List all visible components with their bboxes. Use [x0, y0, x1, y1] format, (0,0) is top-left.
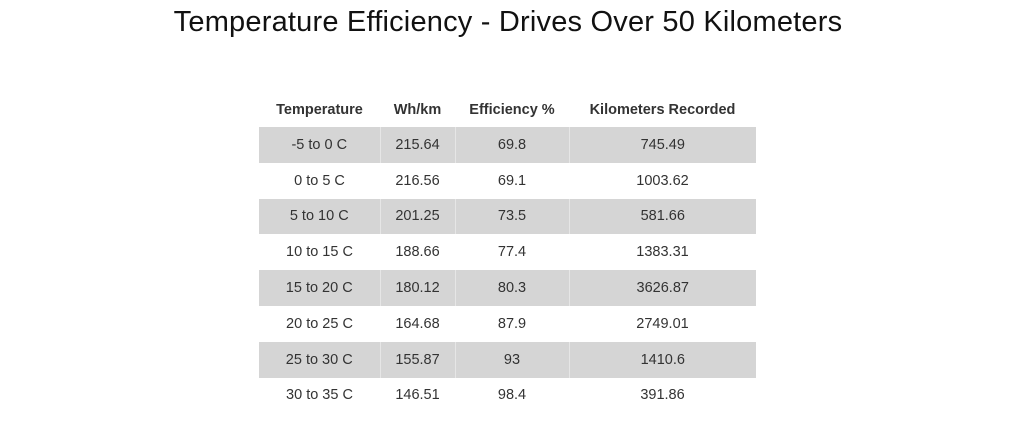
table-row: 15 to 20 C 180.12 80.3 3626.87	[259, 270, 756, 306]
page-title: Temperature Efficiency - Drives Over 50 …	[173, 6, 843, 38]
cell-efficiency: 80.3	[454, 270, 569, 306]
cell-wh-per-km: 216.56	[395, 172, 440, 189]
table-header-row: Temperature Wh/km Efficiency % Kilometer…	[259, 93, 756, 127]
cell-kilometers: 1003.62	[636, 172, 689, 189]
table-row: 10 to 15 C 188.66 77.4 1383.31	[259, 234, 756, 270]
cell-efficiency: 98.4	[497, 387, 527, 404]
cell-efficiency: 69.1	[497, 172, 527, 189]
cell-temperature: -5 to 0 C	[259, 127, 380, 163]
table-row: 20 to 25 C 164.68 87.9 2749.01	[259, 306, 756, 342]
header-kilometers-recorded: Kilometers Recorded	[589, 102, 736, 118]
cell-wh-per-km: 164.68	[395, 315, 440, 332]
cell-kilometers: 1383.31	[636, 244, 689, 261]
cell-temperature: 5 to 10 C	[259, 198, 380, 235]
header-wh-per-km: Wh/km	[393, 102, 442, 118]
cell-wh-per-km: 188.66	[395, 244, 440, 261]
cell-kilometers: 3626.87	[568, 270, 756, 306]
cell-kilometers: 745.49	[568, 127, 756, 163]
cell-efficiency: 93	[454, 341, 569, 378]
cell-temperature: 10 to 15 C	[286, 244, 353, 261]
cell-kilometers: 2749.01	[636, 315, 689, 332]
cell-wh-per-km: 155.87	[379, 341, 455, 378]
cell-efficiency: 87.9	[497, 315, 527, 332]
header-efficiency: Efficiency %	[469, 102, 555, 118]
cell-temperature: 15 to 20 C	[259, 270, 380, 306]
table-row: -5 to 0 C 215.64 69.8 745.49	[259, 127, 756, 163]
cell-wh-per-km: 215.64	[379, 127, 455, 163]
cell-wh-per-km: 180.12	[379, 270, 455, 306]
table-row: 30 to 35 C 146.51 98.4 391.86	[259, 378, 756, 414]
table-row: 0 to 5 C 216.56 69.1 1003.62	[259, 163, 756, 199]
cell-efficiency: 69.8	[454, 127, 569, 163]
cell-kilometers: 391.86	[640, 387, 685, 404]
cell-temperature: 25 to 30 C	[259, 341, 380, 378]
cell-temperature: 30 to 35 C	[286, 387, 353, 404]
cell-efficiency: 73.5	[454, 198, 569, 235]
cell-wh-per-km: 201.25	[379, 198, 455, 235]
table-row: 5 to 10 C 201.25 73.5 581.66	[259, 198, 756, 235]
cell-kilometers: 581.66	[568, 198, 756, 235]
cell-kilometers: 1410.6	[568, 341, 756, 378]
efficiency-table: Temperature Wh/km Efficiency % Kilometer…	[259, 93, 756, 413]
cell-efficiency: 77.4	[497, 244, 527, 261]
header-temperature: Temperature	[276, 102, 363, 118]
cell-temperature: 20 to 25 C	[286, 315, 353, 332]
table-row: 25 to 30 C 155.87 93 1410.6	[259, 341, 756, 378]
cell-temperature: 0 to 5 C	[294, 172, 345, 189]
cell-wh-per-km: 146.51	[395, 387, 440, 404]
